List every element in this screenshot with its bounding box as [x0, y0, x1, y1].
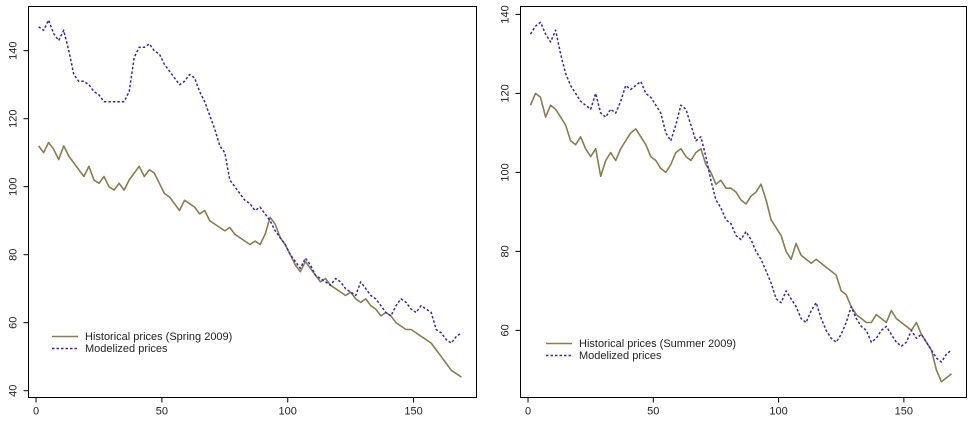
- y-tick-label: 60: [500, 324, 512, 336]
- x-tick-label: 150: [404, 406, 422, 418]
- series-line-modelized: [38, 19, 462, 344]
- legend-label-modelized: Modelized prices: [85, 343, 168, 355]
- chart-panel-summer: 0 50 100 150 60 80 100 120 140 Historical price…: [500, 5, 967, 418]
- series-layer: [529, 21, 952, 383]
- legend: Historical prices (Spring 2009) Modelize…: [52, 331, 232, 355]
- x-tick-label: 150: [895, 406, 913, 418]
- y-tick-label: 140: [500, 5, 512, 23]
- y-tick-label: 40: [8, 385, 20, 397]
- x-tick-label: 100: [279, 406, 297, 418]
- y-tick-label: 60: [8, 317, 20, 329]
- y-tick-label: 120: [500, 84, 512, 102]
- series-line-historical: [37, 141, 462, 378]
- plot-frame: [28, 6, 477, 398]
- y-tick-label: 140: [8, 42, 20, 60]
- legend: Historical prices (Summer 2009) Modelize…: [546, 338, 736, 362]
- legend-label-modelized: Modelized prices: [579, 350, 662, 362]
- x-tick-label: 50: [156, 406, 168, 418]
- x-tick-label: 100: [769, 406, 787, 418]
- y-axis: 40 60 80 100 120 140: [8, 42, 29, 397]
- series-line-historical: [529, 92, 952, 383]
- y-tick-label: 80: [8, 249, 20, 261]
- y-axis: 60 80 100 120 140: [500, 5, 521, 336]
- x-tick-label: 50: [647, 406, 659, 418]
- y-tick-label: 80: [500, 245, 512, 257]
- series-line-modelized: [529, 21, 952, 363]
- chart-panel-spring: 0 50 100 150 40 60 80 100 120 140 Historical pri…: [8, 6, 477, 418]
- y-tick-label: 100: [8, 178, 20, 196]
- x-axis: 0 50 100 150: [33, 397, 423, 418]
- series-layer: [37, 19, 462, 378]
- y-tick-label: 100: [500, 163, 512, 181]
- legend-label-historical: Historical prices (Summer 2009): [579, 338, 736, 350]
- x-tick-label: 0: [33, 406, 39, 418]
- y-tick-label: 120: [8, 110, 20, 128]
- legend-label-historical: Historical prices (Spring 2009): [85, 331, 232, 343]
- plot-frame: [520, 6, 967, 398]
- x-tick-label: 0: [525, 406, 531, 418]
- x-axis: 0 50 100 150: [525, 397, 913, 418]
